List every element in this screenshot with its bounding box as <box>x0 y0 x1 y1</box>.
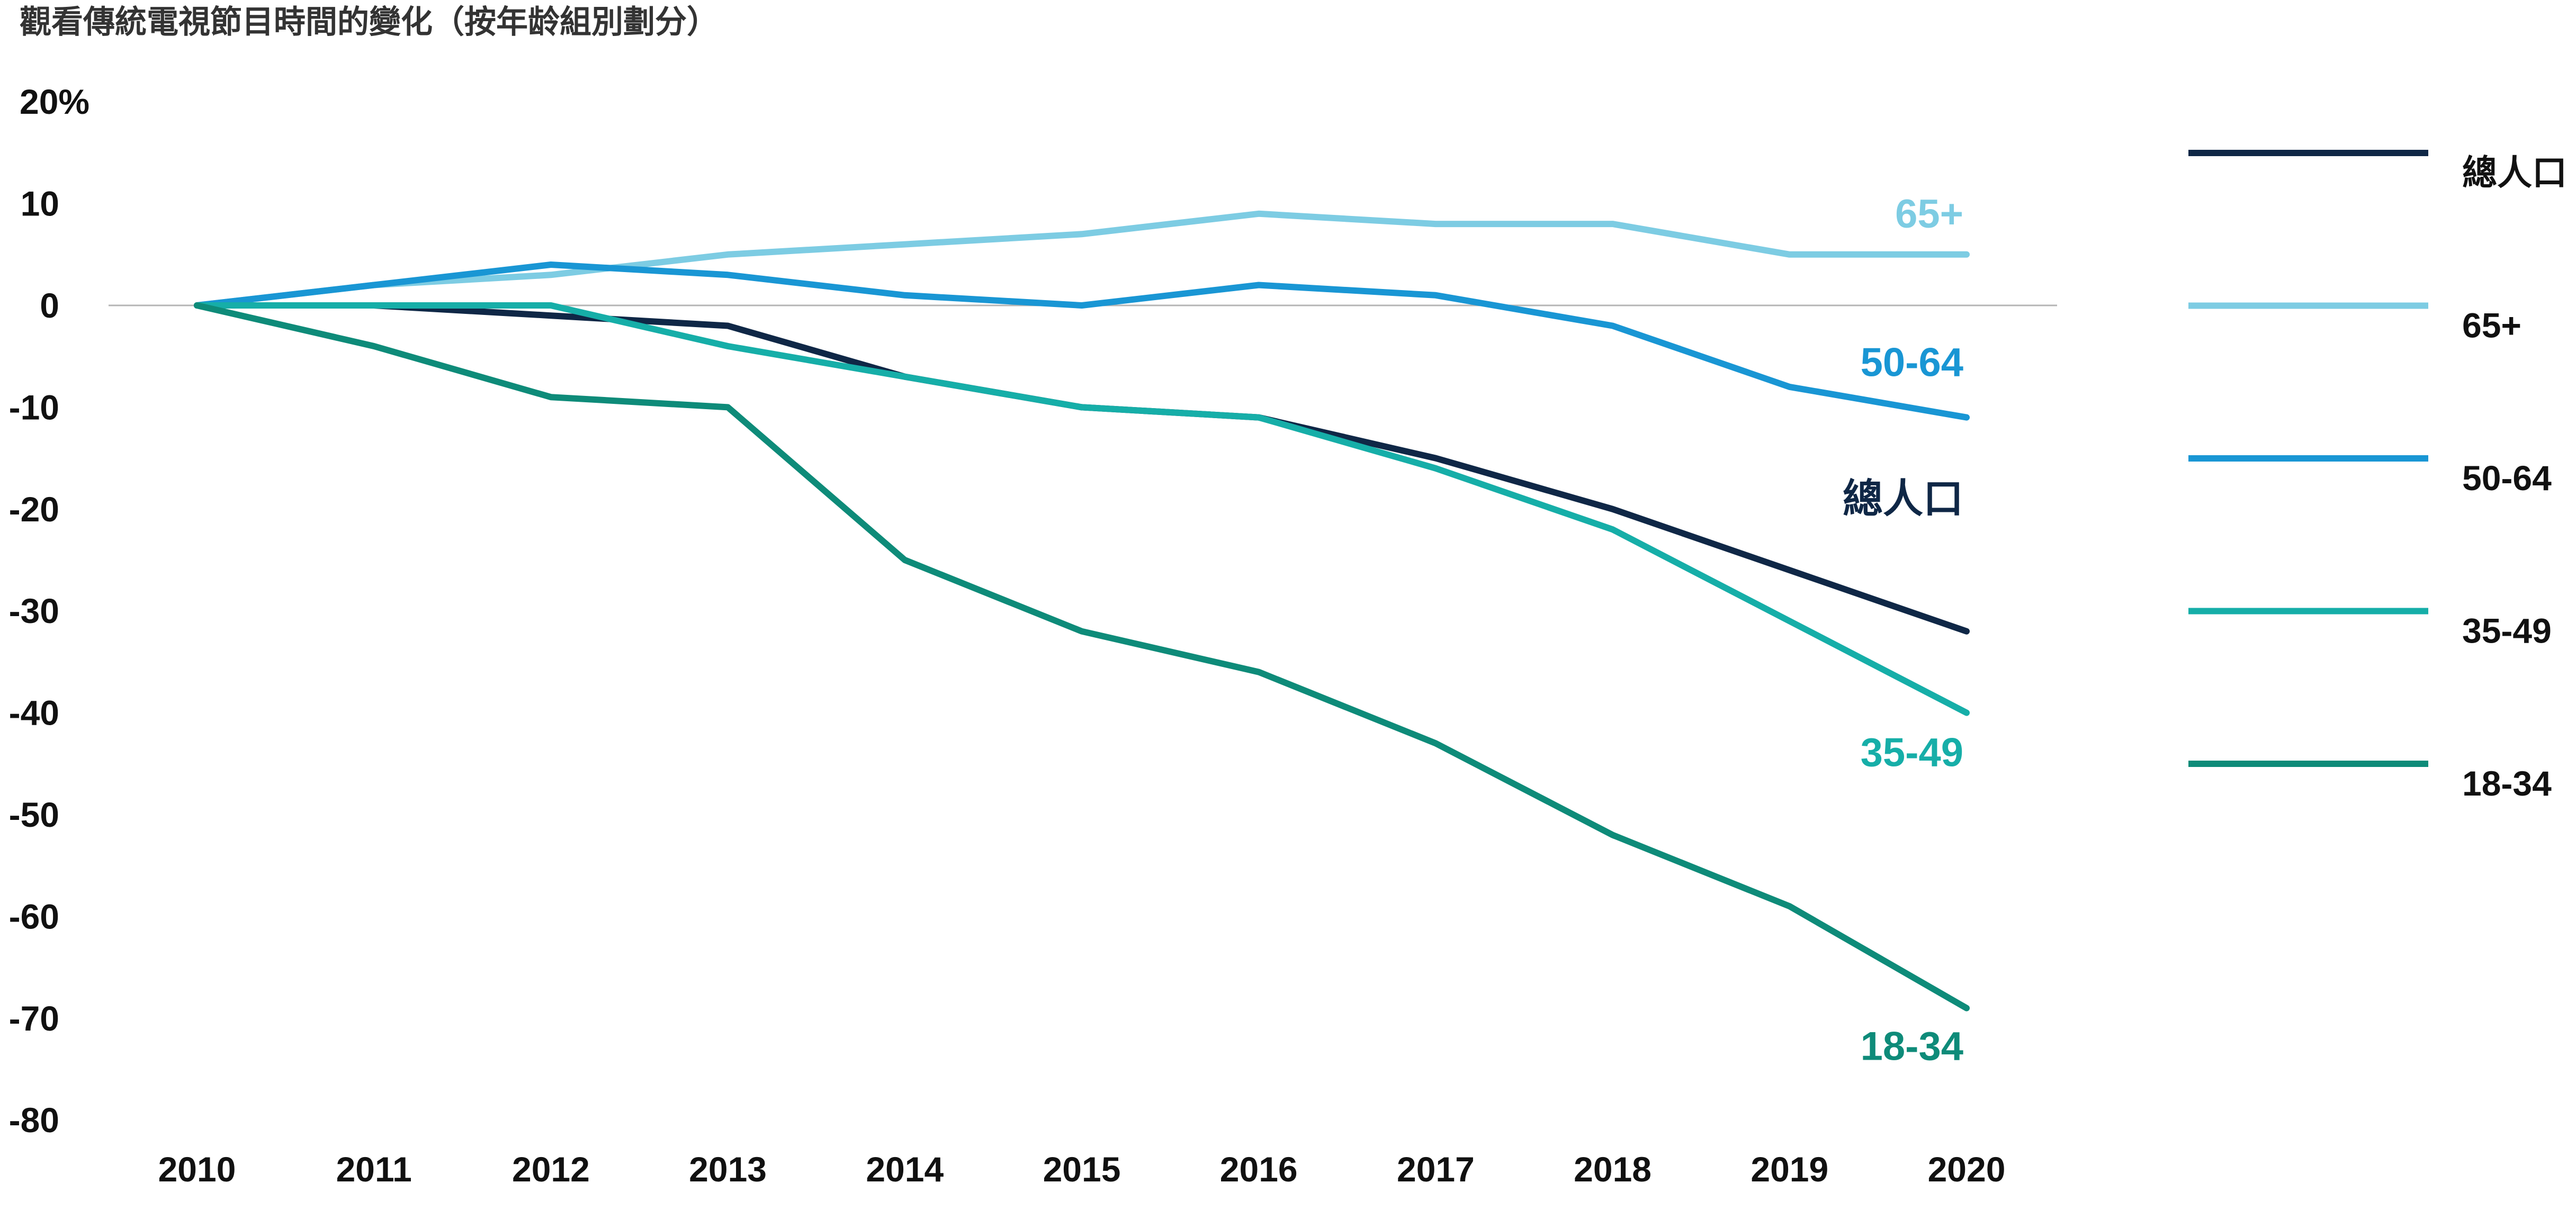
y-tick-label: 0 <box>40 286 59 325</box>
x-tick-label: 2013 <box>689 1150 767 1189</box>
legend-item-age-18-34: 18-34 <box>2188 761 2552 803</box>
y-tick-label: -30 <box>9 591 59 630</box>
series-line-age-18-34 <box>194 302 1970 1012</box>
y-tick-label: -60 <box>9 897 59 936</box>
legend-label: 18-34 <box>2462 764 2552 803</box>
end-label-age-35-49: 35-49 <box>1861 730 1963 775</box>
series-line-age-35-49 <box>194 302 1970 716</box>
legend-item-total-population: 總人口 <box>2188 150 2567 192</box>
legend: 總人口 65+ 50-64 35-49 18-34 <box>2188 150 2567 803</box>
series-lines <box>194 210 1970 1012</box>
x-tick-label: 2012 <box>512 1150 590 1189</box>
end-label-total-population: 總人口 <box>1843 477 1963 522</box>
y-tick-label: -50 <box>9 795 59 834</box>
y-axis-tick-labels: 20% 10 0 -10 -20 -30 -40 -50 -60 -70 -80 <box>9 82 90 1140</box>
end-label-age-65-plus: 65+ <box>1895 192 1963 237</box>
legend-item-age-35-49: 35-49 <box>2188 608 2552 651</box>
y-tick-label: -40 <box>9 693 59 733</box>
x-tick-label: 2016 <box>1220 1150 1298 1189</box>
x-tick-label: 2020 <box>1928 1150 2006 1189</box>
x-tick-label: 2010 <box>158 1150 236 1189</box>
legend-label: 65+ <box>2462 306 2521 345</box>
y-tick-label: -10 <box>9 387 59 427</box>
x-tick-label: 2014 <box>866 1150 944 1189</box>
y-tick-label: 10 <box>21 184 59 223</box>
legend-label: 總人口 <box>2462 153 2567 192</box>
y-tick-label: -20 <box>9 490 59 529</box>
x-tick-label: 2011 <box>336 1150 412 1189</box>
x-tick-label: 2019 <box>1751 1150 1828 1189</box>
series-line-age-50-64 <box>194 261 1970 421</box>
legend-label: 35-49 <box>2462 611 2552 651</box>
x-axis-tick-labels: 2010 2011 2012 2013 2014 2015 2016 2017 2018 2019… <box>158 1150 2006 1189</box>
x-tick-label: 2015 <box>1043 1150 1121 1189</box>
y-tick-label: -70 <box>9 999 59 1038</box>
legend-item-age-65-plus: 65+ <box>2188 302 2521 345</box>
series-line-age-65-plus <box>194 210 1970 309</box>
y-tick-label: -80 <box>9 1100 59 1140</box>
legend-item-age-50-64: 50-64 <box>2188 455 2552 498</box>
y-tick-label: 20% <box>20 82 89 121</box>
end-label-age-18-34: 18-34 <box>1861 1024 1963 1069</box>
chart-title: 觀看傳統電視節目時間的變化（按年龄組別劃分） <box>20 4 719 40</box>
x-tick-label: 2018 <box>1574 1150 1651 1189</box>
series-end-labels: 總人口 65+ 50-64 35-49 18-34 <box>1843 192 1963 1069</box>
end-label-age-50-64: 50-64 <box>1861 340 1963 385</box>
x-tick-label: 2017 <box>1397 1150 1475 1189</box>
legend-label: 50-64 <box>2462 458 2552 498</box>
